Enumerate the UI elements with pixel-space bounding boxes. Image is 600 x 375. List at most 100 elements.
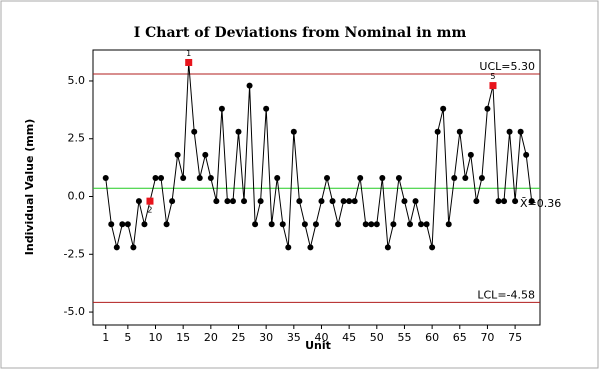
data-point — [335, 221, 342, 228]
flagged-point — [146, 197, 154, 205]
data-point — [506, 128, 513, 135]
chart-title: I Chart of Deviations from Nominal in mm — [134, 25, 467, 41]
data-point — [257, 198, 264, 205]
data-point — [412, 198, 419, 205]
data-point — [296, 198, 303, 205]
data-point — [196, 175, 203, 182]
flag-label: 2 — [147, 206, 152, 215]
data-point — [202, 151, 209, 158]
data-point — [423, 221, 430, 228]
data-point — [473, 198, 480, 205]
x-tick-label: 20 — [204, 331, 218, 344]
x-tick-label: 45 — [342, 331, 356, 344]
x-tick-label: 1 — [102, 331, 109, 344]
data-point — [108, 221, 115, 228]
data-point — [252, 221, 259, 228]
data-point — [329, 198, 336, 205]
data-point — [440, 105, 447, 112]
data-point — [512, 198, 519, 205]
data-point — [351, 198, 358, 205]
y-tick-label: 5.0 — [68, 74, 86, 87]
data-point — [434, 128, 441, 135]
data-point — [207, 175, 214, 182]
data-point — [102, 175, 109, 182]
data-point — [451, 175, 458, 182]
flagged-point — [185, 58, 193, 66]
y-tick-label: -2.5 — [64, 247, 85, 260]
data-point — [318, 198, 325, 205]
data-point — [501, 198, 508, 205]
control-limit-label: LCL=-4.58 — [477, 288, 535, 301]
data-point — [362, 221, 369, 228]
x-tick-label: 10 — [149, 331, 163, 344]
x-tick-label: 35 — [287, 331, 301, 344]
data-point — [124, 221, 131, 228]
data-point — [406, 221, 413, 228]
x-tick-label: 5 — [124, 331, 131, 344]
data-point — [135, 198, 142, 205]
data-point — [368, 221, 375, 228]
flag-label: 5 — [490, 72, 495, 81]
data-point — [285, 244, 292, 251]
data-point — [484, 105, 491, 112]
data-point — [218, 105, 225, 112]
data-line — [105, 62, 533, 248]
data-point — [456, 128, 463, 135]
data-point — [279, 221, 286, 228]
y-tick-label: 2.5 — [68, 132, 86, 145]
data-point — [445, 221, 452, 228]
data-point — [307, 244, 314, 251]
control-limit-label: X̄=0.36 — [520, 197, 561, 210]
data-point — [312, 221, 319, 228]
x-tick-label: 40 — [314, 331, 328, 344]
x-tick-label: 65 — [453, 331, 467, 344]
data-point — [241, 198, 248, 205]
data-point — [224, 198, 231, 205]
data-point — [191, 128, 198, 135]
data-point — [263, 105, 270, 112]
data-point — [523, 151, 530, 158]
data-point — [528, 198, 535, 205]
data-point — [113, 244, 120, 251]
data-point — [174, 151, 181, 158]
flag-label: 1 — [186, 49, 191, 58]
data-point — [119, 221, 126, 228]
x-tick-label: 30 — [259, 331, 273, 344]
data-point — [229, 198, 236, 205]
x-tick-label: 55 — [397, 331, 411, 344]
data-point — [379, 175, 386, 182]
data-point — [384, 244, 391, 251]
data-point — [340, 198, 347, 205]
x-tick-label: 70 — [480, 331, 494, 344]
data-point — [462, 175, 469, 182]
data-point — [324, 175, 331, 182]
data-point — [373, 221, 380, 228]
data-point — [169, 198, 176, 205]
plot-area — [92, 49, 541, 326]
data-point — [395, 175, 402, 182]
data-point — [346, 198, 353, 205]
y-tick-label: 0.0 — [68, 190, 86, 203]
data-point — [180, 175, 187, 182]
data-point — [130, 244, 137, 251]
data-point — [467, 151, 474, 158]
x-tick-label: 50 — [370, 331, 384, 344]
data-point — [158, 175, 165, 182]
data-point — [213, 198, 220, 205]
data-point — [290, 128, 297, 135]
data-point — [163, 221, 170, 228]
data-point — [301, 221, 308, 228]
x-tick-label: 60 — [425, 331, 439, 344]
data-point — [268, 221, 275, 228]
data-point — [357, 175, 364, 182]
flagged-point — [489, 82, 497, 90]
data-point — [141, 221, 148, 228]
data-point — [390, 221, 397, 228]
x-axis-title: Unit — [305, 339, 331, 352]
data-point — [429, 244, 436, 251]
x-tick-label: 75 — [508, 331, 522, 344]
data-point — [418, 221, 425, 228]
x-tick-label: 15 — [176, 331, 190, 344]
y-axis-title: Individual Value (mm) — [23, 119, 36, 255]
